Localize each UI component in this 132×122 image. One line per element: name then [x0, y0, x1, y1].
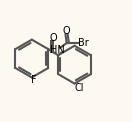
Text: Cl: Cl	[75, 83, 84, 93]
Text: Br: Br	[78, 38, 89, 48]
Text: O: O	[49, 33, 57, 43]
Text: F: F	[31, 75, 36, 85]
Text: HN: HN	[50, 45, 64, 55]
Text: O: O	[63, 26, 70, 36]
